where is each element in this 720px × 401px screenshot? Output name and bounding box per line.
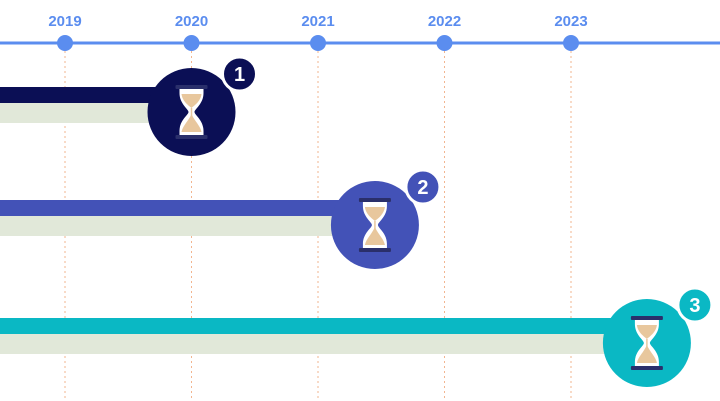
milestone-number: 3 xyxy=(689,295,700,317)
milestone-number: 1 xyxy=(234,64,245,86)
milestone-badge xyxy=(404,168,442,206)
hourglass-icon xyxy=(175,85,208,139)
year-dot xyxy=(563,35,579,51)
year-label: 2019 xyxy=(48,13,81,30)
milestone-bar xyxy=(0,200,375,216)
milestone-3: 3 xyxy=(0,286,714,387)
milestone-number: 2 xyxy=(417,177,428,199)
milestone-1: 1 xyxy=(0,55,258,156)
milestone-bar xyxy=(0,87,192,103)
year-label: 2022 xyxy=(428,13,461,30)
year-dot xyxy=(310,35,326,51)
milestone-shadow-bar xyxy=(0,216,375,236)
milestone-shadow-bar xyxy=(0,334,647,354)
hourglass-icon xyxy=(630,316,663,370)
milestone-2: 2 xyxy=(0,168,442,269)
year-dot xyxy=(183,35,200,51)
year-label: 2023 xyxy=(554,13,587,30)
milestone-badge xyxy=(676,286,714,324)
year-dot xyxy=(436,35,453,51)
year-label: 2021 xyxy=(301,13,334,30)
hourglass-icon xyxy=(358,198,391,252)
year-markers: 2019 2020 2021 2022 2023 xyxy=(48,13,588,51)
milestone-bar xyxy=(0,318,647,334)
milestones: 1 2 3 xyxy=(0,55,714,387)
year-label: 2020 xyxy=(175,13,208,30)
milestone-badge xyxy=(221,55,258,93)
milestone-shadow-bar xyxy=(0,103,192,123)
year-dot xyxy=(57,35,73,51)
